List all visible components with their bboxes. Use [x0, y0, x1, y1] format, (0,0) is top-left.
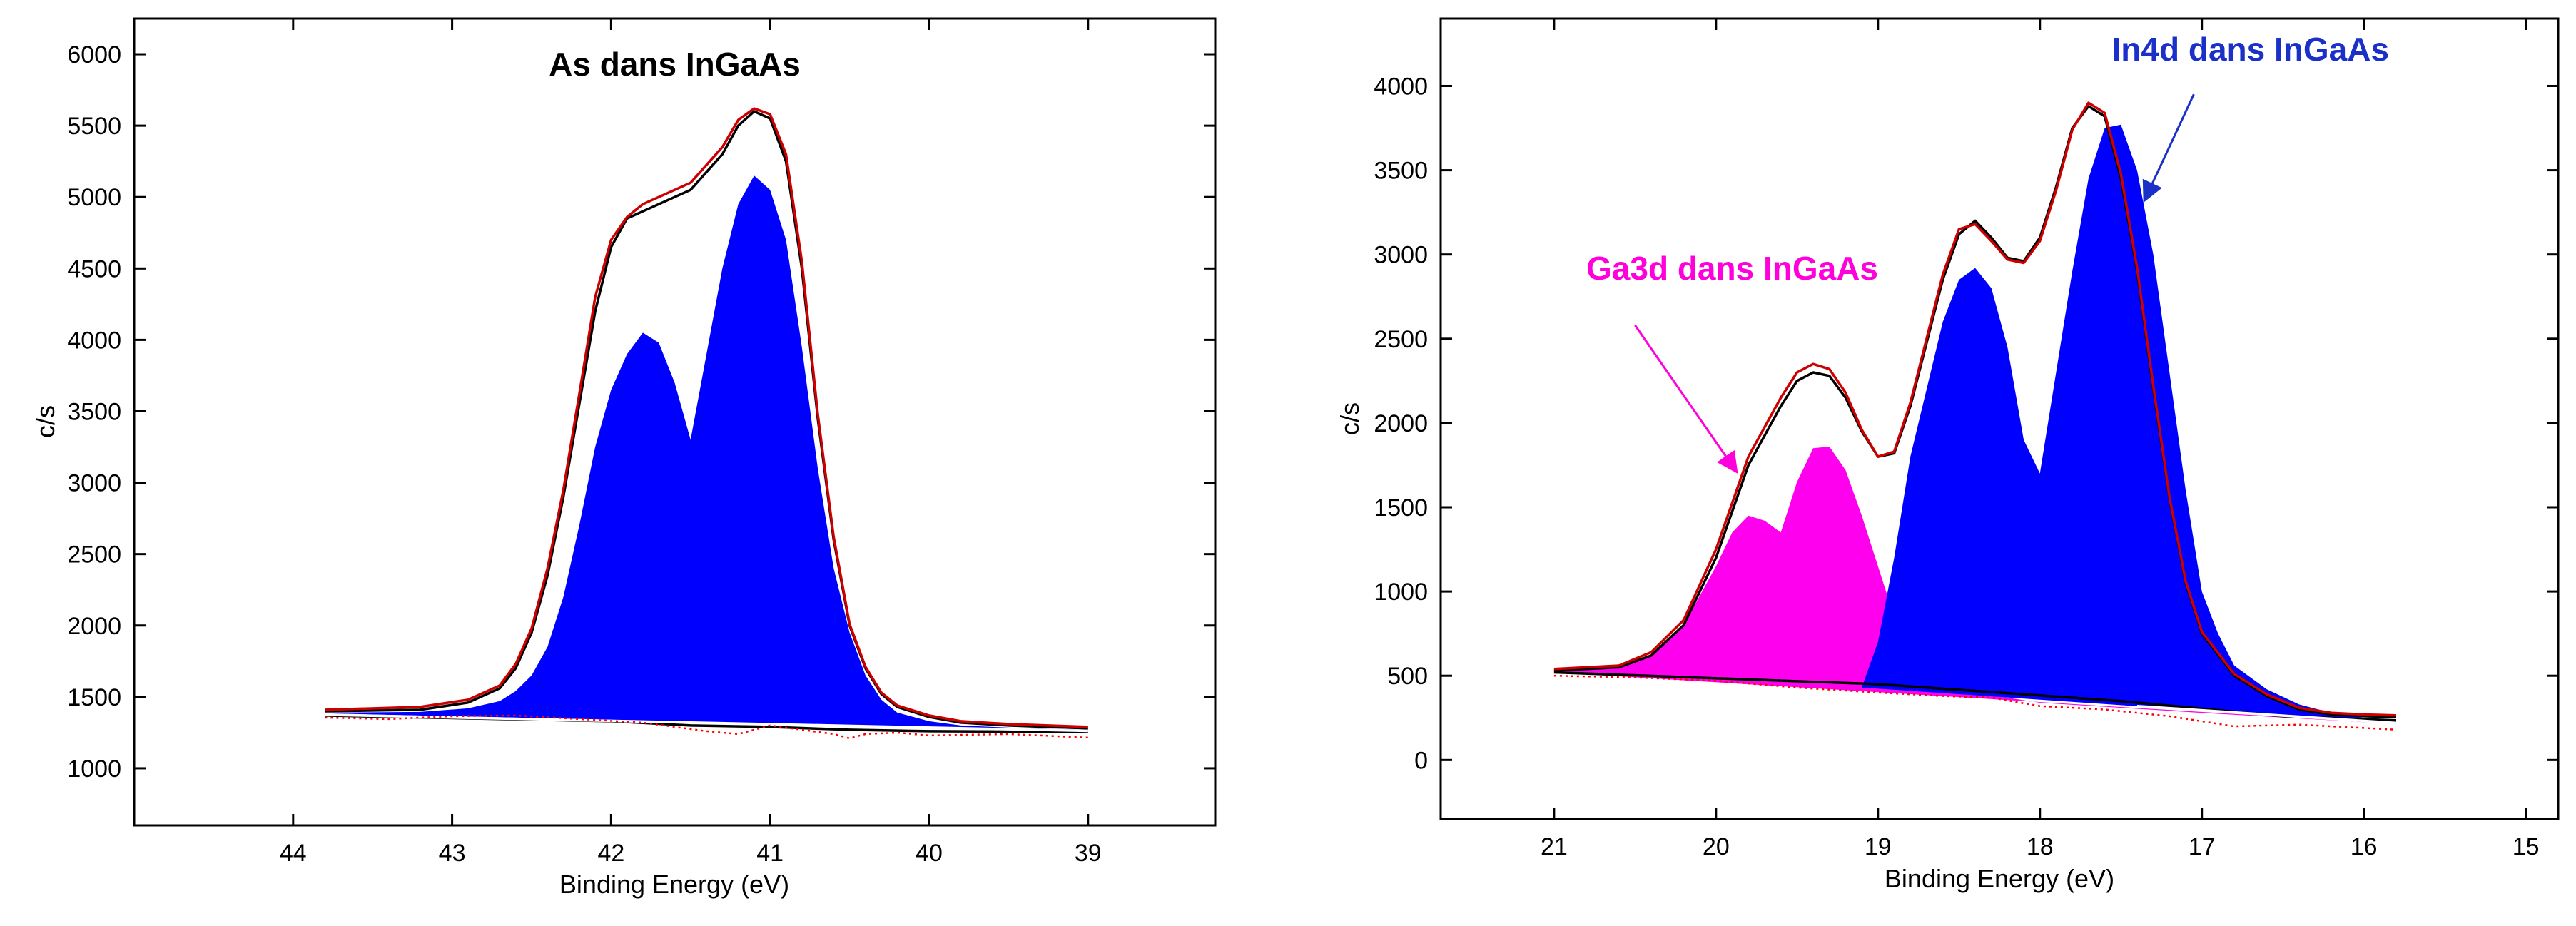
y-tick-label: 3500 — [1374, 158, 1428, 185]
y-axis-title: c/s — [1335, 402, 1364, 435]
y-tick-label: 2500 — [67, 541, 121, 569]
series-line-3 — [1553, 101, 2397, 717]
x-tick-label: 44 — [280, 840, 307, 867]
y-tick-label: 3000 — [1374, 242, 1428, 269]
arrow-in4d — [2142, 93, 2195, 203]
series-line-4 — [325, 713, 1088, 733]
y-tick-label: 1000 — [67, 755, 121, 783]
x-tick-label: 20 — [1703, 833, 1730, 860]
tick-group: 44 43 42 41 40 39 1000 1500 2000 2500 3000 3500 4000… — [67, 19, 1215, 867]
x-tick-label: 21 — [1541, 833, 1568, 860]
series-line-5 — [2136, 704, 2397, 725]
y-tick-label: 5500 — [67, 113, 121, 140]
fill-component-1 — [1862, 124, 2396, 724]
y-tick-label: 1500 — [1374, 494, 1428, 521]
y-tick-label: 1000 — [1374, 579, 1428, 606]
arrow-ga3d — [1634, 325, 1738, 474]
y-tick-label: 2000 — [67, 613, 121, 640]
fill-component-0 — [1553, 447, 2396, 724]
x-tick-label: 16 — [2351, 833, 2378, 860]
chart-series-group — [1553, 101, 2397, 731]
annotation-in4d-ingaas: In4d dans InGaAs — [2112, 31, 2390, 68]
chart-series-group — [325, 107, 1088, 740]
y-tick-label: 3000 — [67, 470, 121, 497]
x-tick-label: 15 — [2512, 833, 2540, 860]
x-tick-label: 41 — [756, 840, 784, 867]
plot-frame — [1439, 17, 2560, 820]
y-tick-label: 4000 — [1374, 73, 1428, 100]
annotation-as-ingaas: As dans InGaAs — [549, 46, 801, 83]
y-tick-label: 0 — [1414, 747, 1428, 774]
x-tick-label: 42 — [597, 840, 624, 867]
annotation-ga3d-ingaas: Ga3d dans InGaAs — [1586, 250, 1878, 287]
x-tick-label: 18 — [2027, 833, 2054, 860]
y-tick-label: 500 — [1387, 663, 1428, 690]
y-tick-label: 4500 — [67, 255, 121, 283]
plot-frame — [133, 17, 1217, 827]
y-tick-label: 4000 — [67, 327, 121, 354]
y-tick-label: 2000 — [1374, 410, 1428, 437]
y-tick-label: 5000 — [67, 184, 121, 211]
tick-group: 21 20 19 18 17 16 15 0 500 1000 1500 2000 2500 3000 35… — [1374, 19, 2558, 860]
x-tick-label: 43 — [439, 840, 466, 867]
chart-ga3d-in4d-ingaas: 21 20 19 18 17 16 15 0 500 1000 1500 2000 2500 3000 35… — [1335, 17, 2560, 893]
residual-line-5 — [325, 714, 1088, 740]
y-tick-label: 3500 — [67, 398, 121, 425]
x-axis-title: Binding Energy (eV) — [559, 870, 789, 899]
chart-as-ingaas: 44 43 42 41 40 39 1000 1500 2000 2500 3000 3500 4000… — [31, 17, 1217, 899]
x-tick-label: 17 — [2189, 833, 2216, 860]
y-tick-label: 6000 — [67, 41, 121, 68]
x-tick-label: 19 — [1865, 833, 1892, 860]
x-tick-label: 40 — [916, 840, 943, 867]
y-tick-label: 2500 — [1374, 326, 1428, 353]
series-line-2 — [325, 107, 1088, 728]
residual-line-6 — [1553, 674, 2397, 731]
y-tick-label: 1500 — [67, 684, 121, 711]
x-axis-title: Binding Energy (eV) — [1885, 864, 2114, 893]
x-tick-label: 39 — [1075, 840, 1102, 867]
fill-component-0 — [325, 175, 1088, 731]
y-axis-title: c/s — [31, 405, 60, 438]
